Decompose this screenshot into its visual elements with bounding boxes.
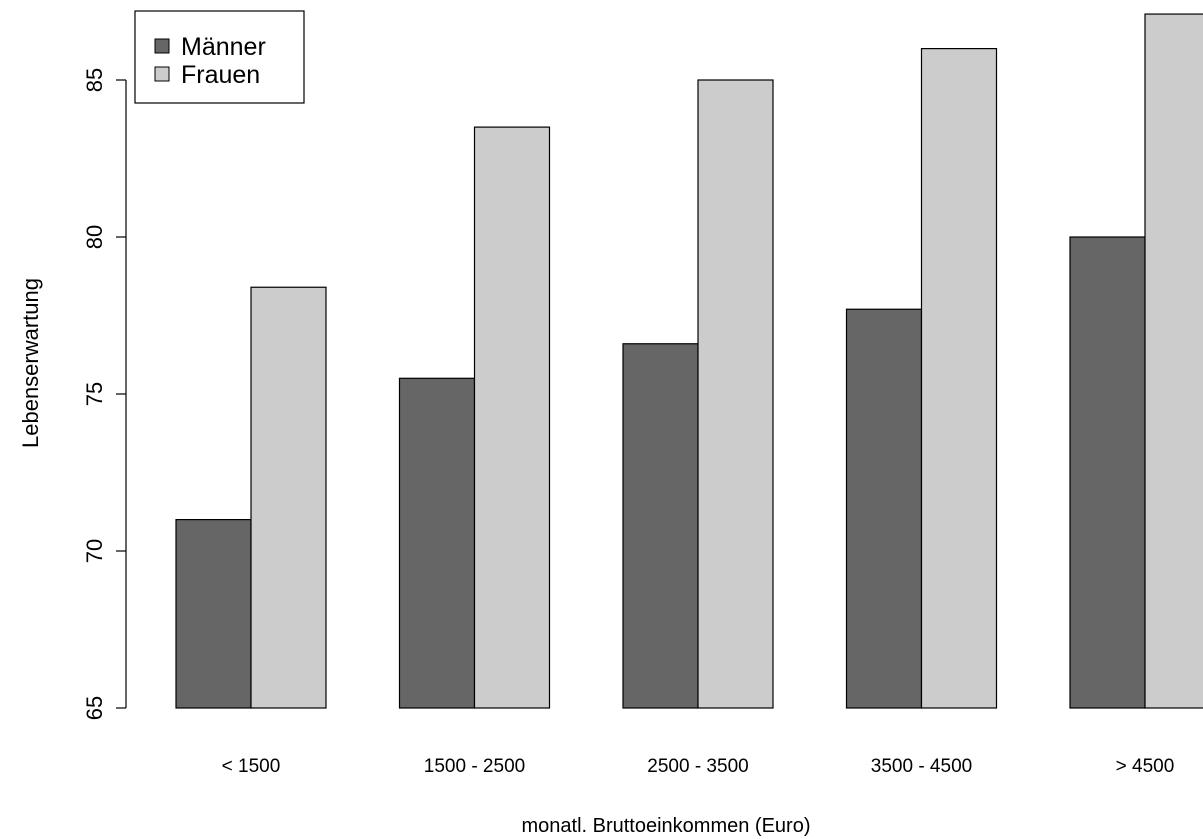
bars-group: [175, 13, 1203, 709]
y-tick-label: 70: [82, 539, 107, 563]
y-axis: 65 70 75 80 85: [82, 68, 127, 720]
y-tick-label: 80: [82, 225, 107, 249]
x-axis-labels: < 1500 1500 - 2500 2500 - 3500 3500 - 4500 >…: [222, 756, 1175, 777]
legend-label: Männer: [181, 33, 266, 61]
legend-swatch: [154, 66, 170, 82]
y-tick-label: 75: [82, 382, 107, 406]
x-tick-label: 3500 - 4500: [871, 756, 972, 777]
bar-m-nner-3: [845, 308, 923, 709]
legend-label: Frauen: [181, 61, 260, 89]
bar-m-nner-2: [622, 343, 699, 709]
legend-box: [134, 10, 305, 104]
bar-frauen-0: [250, 286, 327, 709]
y-axis-title: Lebenserwartung: [18, 278, 43, 448]
bar-frauen-3: [920, 47, 998, 709]
x-tick-label: < 1500: [222, 756, 281, 777]
bar-m-nner-1: [398, 377, 476, 709]
x-tick-label: > 4500: [1116, 756, 1175, 777]
bar-frauen-4: [1144, 13, 1203, 709]
y-tick-label: 85: [82, 68, 107, 92]
y-tick-label: 65: [82, 696, 107, 720]
bar-m-nner-0: [175, 518, 252, 709]
legend-swatch: [154, 38, 170, 54]
bar-frauen-1: [473, 126, 551, 709]
x-tick-label: 2500 - 3500: [647, 756, 748, 777]
x-axis-title: monatl. Bruttoeinkommen (Euro): [521, 815, 810, 837]
x-tick-label: 1500 - 2500: [424, 756, 525, 777]
bar-m-nner-4: [1069, 236, 1146, 709]
bar-frauen-2: [697, 79, 774, 709]
